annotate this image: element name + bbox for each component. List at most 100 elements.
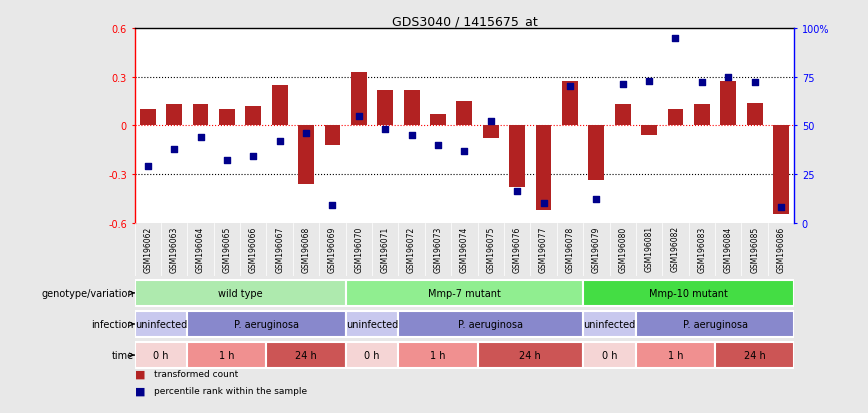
Point bbox=[220, 158, 233, 164]
Text: genotype/variation: genotype/variation bbox=[42, 288, 134, 298]
Bar bbox=[404, 90, 419, 126]
Bar bbox=[583, 311, 636, 337]
Bar bbox=[667, 110, 683, 126]
Text: GSM196069: GSM196069 bbox=[328, 225, 337, 272]
Bar bbox=[345, 311, 398, 337]
Point bbox=[510, 189, 524, 195]
Bar bbox=[773, 126, 789, 215]
Bar bbox=[636, 342, 715, 368]
Text: GSM196067: GSM196067 bbox=[275, 225, 284, 272]
Point bbox=[168, 146, 181, 152]
Bar bbox=[536, 126, 551, 210]
Text: 1 h: 1 h bbox=[219, 350, 234, 360]
Bar bbox=[345, 342, 398, 368]
Bar bbox=[562, 82, 578, 126]
Text: GSM196064: GSM196064 bbox=[196, 225, 205, 272]
Bar bbox=[345, 280, 583, 306]
Bar bbox=[583, 280, 794, 306]
Text: wild type: wild type bbox=[218, 288, 262, 298]
Point bbox=[141, 164, 155, 170]
Point bbox=[273, 138, 286, 145]
Bar bbox=[351, 73, 367, 126]
Bar bbox=[583, 342, 636, 368]
Bar bbox=[715, 342, 794, 368]
Bar bbox=[298, 126, 314, 184]
Text: transformed count: transformed count bbox=[154, 369, 238, 378]
Title: GDS3040 / 1415675_at: GDS3040 / 1415675_at bbox=[391, 15, 537, 28]
Text: GSM196076: GSM196076 bbox=[513, 225, 522, 272]
Text: P. aeruginosa: P. aeruginosa bbox=[458, 319, 523, 329]
Text: time: time bbox=[112, 350, 134, 360]
Bar bbox=[746, 103, 763, 126]
Bar bbox=[615, 105, 631, 126]
Text: GSM196071: GSM196071 bbox=[381, 225, 390, 272]
Text: 0 h: 0 h bbox=[365, 350, 380, 360]
Point bbox=[695, 80, 709, 87]
Text: percentile rank within the sample: percentile rank within the sample bbox=[154, 386, 306, 395]
Bar bbox=[398, 311, 583, 337]
Text: GSM196073: GSM196073 bbox=[433, 225, 443, 272]
Text: GSM196085: GSM196085 bbox=[750, 225, 760, 272]
Text: 24 h: 24 h bbox=[519, 350, 542, 360]
Bar bbox=[457, 102, 472, 126]
Text: P. aeruginosa: P. aeruginosa bbox=[682, 319, 747, 329]
Point bbox=[747, 80, 761, 87]
Bar bbox=[483, 126, 499, 139]
Text: GSM196075: GSM196075 bbox=[486, 225, 496, 272]
Bar bbox=[641, 126, 657, 135]
Text: ■: ■ bbox=[135, 385, 145, 395]
Bar bbox=[193, 105, 208, 126]
Text: GSM196081: GSM196081 bbox=[645, 225, 654, 272]
Bar bbox=[720, 82, 736, 126]
Bar bbox=[398, 342, 477, 368]
Bar bbox=[187, 311, 345, 337]
Point bbox=[589, 197, 603, 203]
Point bbox=[352, 113, 365, 119]
Text: 24 h: 24 h bbox=[744, 350, 766, 360]
Point bbox=[378, 126, 392, 133]
Text: ■: ■ bbox=[135, 369, 145, 379]
Text: P. aeruginosa: P. aeruginosa bbox=[234, 319, 299, 329]
Text: GSM196072: GSM196072 bbox=[407, 225, 416, 272]
Text: GSM196084: GSM196084 bbox=[724, 225, 733, 272]
Bar bbox=[510, 126, 525, 188]
Text: GSM196080: GSM196080 bbox=[618, 225, 628, 272]
Point bbox=[326, 202, 339, 209]
Bar bbox=[187, 342, 266, 368]
Text: 24 h: 24 h bbox=[295, 350, 317, 360]
Point bbox=[299, 131, 313, 137]
Bar bbox=[140, 110, 155, 126]
Bar bbox=[219, 110, 235, 126]
Bar bbox=[378, 90, 393, 126]
Text: 1 h: 1 h bbox=[667, 350, 683, 360]
Text: GSM196074: GSM196074 bbox=[460, 225, 469, 272]
Text: GSM196063: GSM196063 bbox=[169, 225, 179, 272]
Bar bbox=[694, 105, 710, 126]
Point bbox=[404, 132, 418, 139]
Bar bbox=[272, 85, 287, 126]
Text: GSM196083: GSM196083 bbox=[697, 225, 707, 272]
Point bbox=[721, 74, 735, 81]
Point bbox=[774, 204, 788, 211]
Point bbox=[483, 119, 497, 126]
Text: GSM196068: GSM196068 bbox=[301, 225, 311, 272]
Text: uninfected: uninfected bbox=[583, 319, 635, 329]
Text: GSM196079: GSM196079 bbox=[592, 225, 601, 272]
Text: Mmp-10 mutant: Mmp-10 mutant bbox=[649, 288, 728, 298]
Text: uninfected: uninfected bbox=[346, 319, 398, 329]
Text: GSM196077: GSM196077 bbox=[539, 225, 548, 272]
Bar bbox=[636, 311, 794, 337]
Point bbox=[563, 84, 577, 90]
Text: GSM196086: GSM196086 bbox=[777, 225, 786, 272]
Point bbox=[194, 134, 207, 141]
Point bbox=[536, 200, 550, 207]
Bar bbox=[135, 311, 187, 337]
Point bbox=[615, 82, 629, 88]
Bar bbox=[246, 107, 261, 126]
Point bbox=[431, 142, 445, 149]
Text: Mmp-7 mutant: Mmp-7 mutant bbox=[428, 288, 501, 298]
Bar bbox=[135, 280, 345, 306]
Text: GSM196082: GSM196082 bbox=[671, 225, 680, 272]
Bar bbox=[477, 342, 583, 368]
Point bbox=[668, 36, 682, 42]
